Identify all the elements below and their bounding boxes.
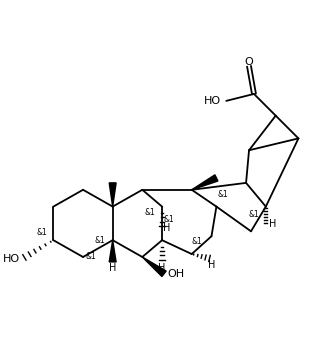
Text: &1: &1 xyxy=(36,228,47,237)
Text: &1: &1 xyxy=(163,215,174,224)
Text: &1: &1 xyxy=(94,236,105,245)
Polygon shape xyxy=(109,240,116,262)
Text: &1: &1 xyxy=(145,208,155,217)
Text: HO: HO xyxy=(204,96,221,106)
Text: &1: &1 xyxy=(218,190,229,199)
Text: H: H xyxy=(163,223,171,233)
Polygon shape xyxy=(109,183,116,207)
Text: HO: HO xyxy=(3,254,20,264)
Text: H: H xyxy=(109,263,116,273)
Text: OH: OH xyxy=(167,269,184,279)
Text: &1: &1 xyxy=(191,237,202,246)
Text: H: H xyxy=(269,219,276,229)
Polygon shape xyxy=(192,175,218,190)
Text: &1: &1 xyxy=(249,210,259,219)
Text: H: H xyxy=(158,263,166,273)
Polygon shape xyxy=(142,257,166,277)
Text: O: O xyxy=(245,57,253,67)
Text: &1: &1 xyxy=(85,253,96,262)
Text: H: H xyxy=(208,260,215,270)
